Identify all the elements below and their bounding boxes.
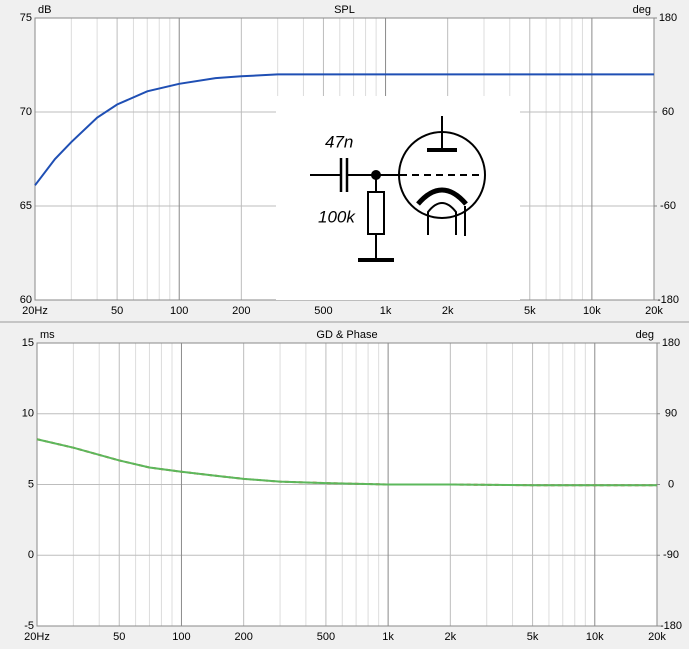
y-tick-label: 0	[28, 549, 34, 561]
x-tick-label: 200	[234, 631, 252, 643]
x-tick-label: 500	[317, 631, 335, 643]
y2-tick-label: 90	[665, 408, 677, 420]
y-tick-label: -5	[24, 620, 34, 632]
cathode	[416, 187, 468, 206]
y2-axis-label: deg	[633, 4, 651, 16]
y-tick-label: 70	[20, 106, 32, 118]
annotation: 47n	[325, 132, 353, 151]
schematic: 47n 100k	[276, 96, 520, 300]
y-tick-label: 75	[20, 12, 32, 24]
x-tick-label: 500	[314, 305, 332, 317]
y2-tick-label: 180	[662, 337, 680, 349]
x-tick-label: 5k	[527, 631, 539, 643]
y2-tick-label: -90	[663, 549, 679, 561]
y2-tick-label: -180	[660, 620, 682, 632]
x-tick-label: 200	[232, 305, 250, 317]
x-tick-label: 50	[113, 631, 125, 643]
x-tick-label: 20Hz	[22, 305, 48, 317]
x-tick-label: 50	[111, 305, 123, 317]
x-tick-label: 100	[170, 305, 188, 317]
y2-axis-label: deg	[636, 329, 654, 341]
y-tick-label: 65	[20, 200, 32, 212]
y-tick-label: 5	[28, 478, 34, 490]
y2-tick-label: -180	[657, 294, 679, 306]
y-axis-label: dB	[38, 4, 51, 16]
x-tick-label: 10k	[583, 305, 601, 317]
y-tick-label: 15	[22, 337, 34, 349]
annotation: 100k	[318, 207, 356, 226]
series-line	[36, 438, 657, 487]
x-tick-label: 20Hz	[24, 631, 50, 643]
schematic-bg	[276, 96, 520, 300]
y-tick-label: 60	[20, 294, 32, 306]
y2-tick-label: 180	[659, 12, 677, 24]
chart-title: SPL	[334, 4, 355, 16]
x-tick-label: 10k	[586, 631, 604, 643]
x-tick-label: 2k	[442, 305, 454, 317]
x-tick-label: 20k	[645, 305, 663, 317]
x-tick-label: 100	[172, 631, 190, 643]
heater	[427, 202, 457, 235]
y-tick-label: 10	[22, 408, 34, 420]
x-tick-label: 20k	[648, 631, 666, 643]
series-line	[34, 73, 654, 186]
x-tick-label: 1k	[382, 631, 394, 643]
x-tick-label: 1k	[380, 305, 392, 317]
x-tick-label: 5k	[524, 305, 536, 317]
y2-tick-label: 60	[662, 106, 674, 118]
y2-tick-label: 0	[668, 478, 674, 490]
chart-title: GD & Phase	[316, 329, 377, 341]
y-axis-label: ms	[40, 329, 55, 341]
x-tick-label: 2k	[445, 631, 457, 643]
y2-tick-label: -60	[660, 200, 676, 212]
